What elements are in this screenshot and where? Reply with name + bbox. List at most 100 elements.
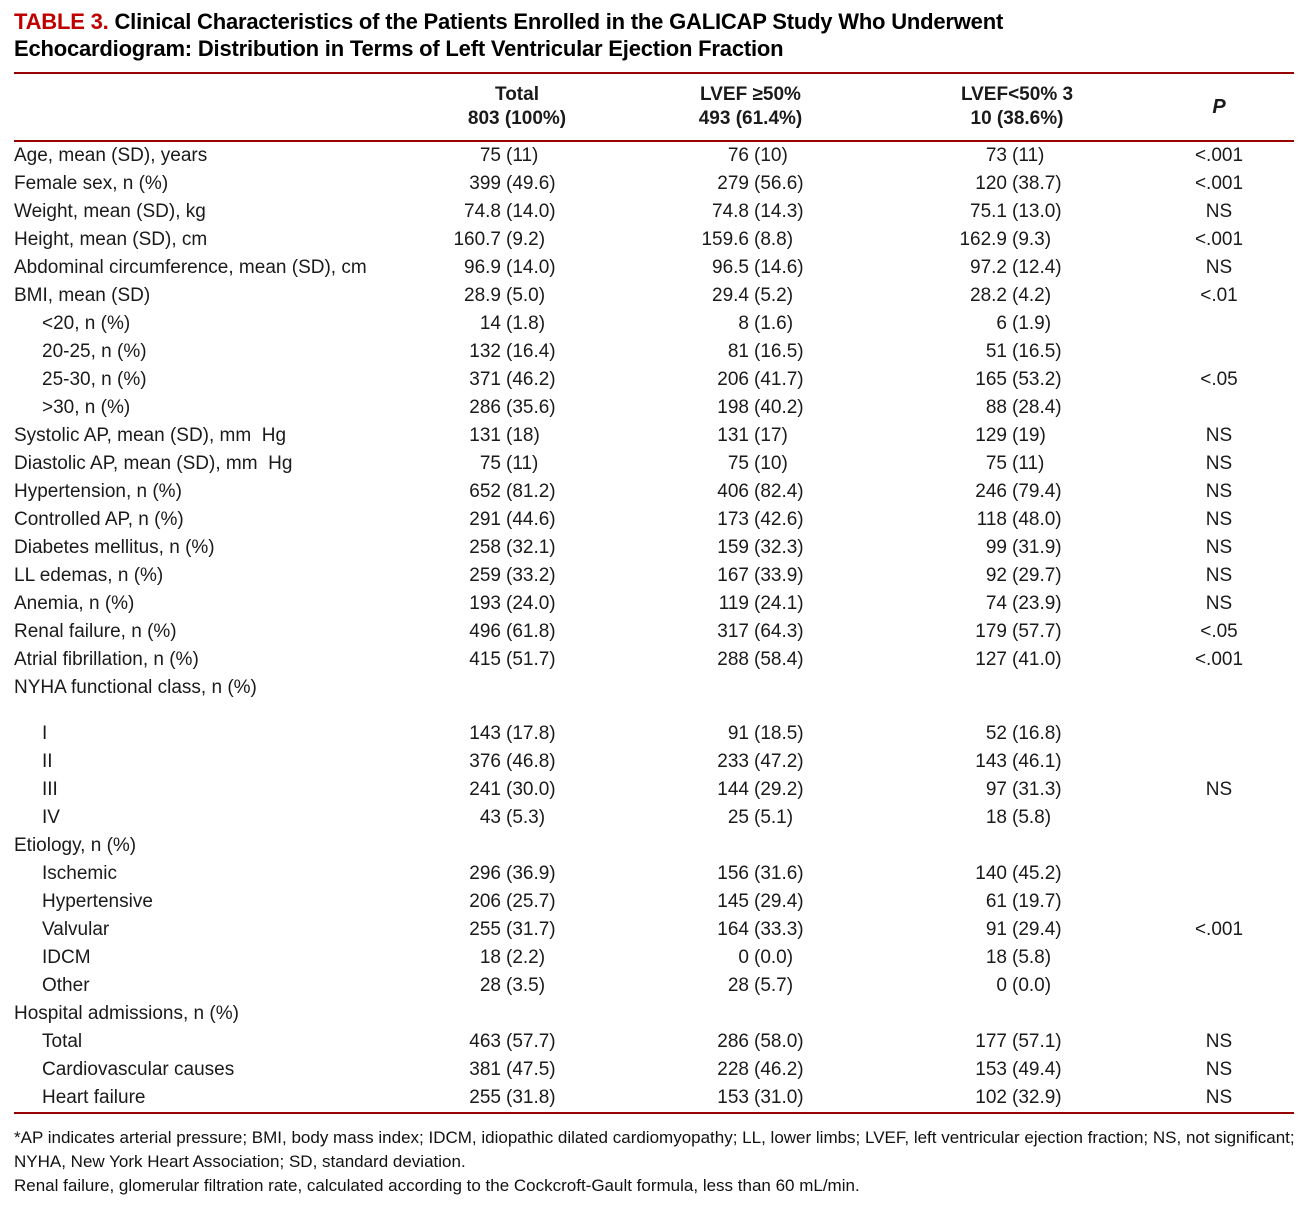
footnote-abbreviations: *AP indicates arterial pressure; BMI, bo…: [14, 1128, 1295, 1171]
value-cell: [585, 674, 840, 720]
p-value-cell: <.001: [1194, 145, 1244, 166]
value-cell: 279 (56.6): [717, 173, 804, 194]
value-cell: [585, 832, 840, 860]
row-label: >30, n (%): [42, 397, 131, 418]
value-cell: 8 (1.6): [738, 313, 794, 334]
value-cell: 18 (5.8): [985, 947, 1052, 968]
value-cell: [430, 832, 585, 860]
p-value-cell: NS: [1205, 779, 1233, 800]
value-cell: 75 (11): [479, 453, 539, 474]
value-cell: 241 (30.0): [469, 779, 556, 800]
value-cell: 132 (16.4): [469, 341, 556, 362]
value-cell: 371 (46.2): [469, 369, 556, 390]
value-cell: 51 (16.5): [985, 341, 1062, 362]
table-row: Atrial fibrillation, n (%) 415 (51.7) 288 (5…: [14, 646, 1294, 674]
value-cell: 415 (51.7): [469, 649, 556, 670]
row-label: Age, mean (SD), years: [14, 145, 208, 166]
p-value-cell: <.01: [1200, 285, 1238, 306]
p-value-cell: NS: [1205, 481, 1233, 502]
row-label: Anemia, n (%): [14, 593, 135, 614]
value-cell: 206 (41.7): [717, 369, 804, 390]
p-value-cell: NS: [1205, 1031, 1233, 1052]
table-row: Height, mean (SD), cm 160.7 (9.2) 159.6 (8.8…: [14, 226, 1294, 254]
value-cell: 144 (29.2): [717, 779, 804, 800]
row-label: Total: [42, 1031, 83, 1052]
row-label: Ischemic: [42, 863, 117, 884]
value-cell: 96.5 (14.6): [712, 257, 804, 278]
value-cell: 131 (18): [469, 425, 540, 446]
p-value-cell: [1144, 394, 1294, 422]
value-cell: 129 (19): [975, 425, 1046, 446]
table-row: Controlled AP, n (%) 291 (44.6) 173 (42.6) 11…: [14, 506, 1294, 534]
value-cell: 233 (47.2): [717, 751, 804, 772]
p-value-cell: NS: [1205, 257, 1233, 278]
p-value-cell: <.001: [1194, 649, 1244, 670]
clinical-characteristics-table: Total 803 (100%) LVEF ≥50% 493 (61.4%) L…: [14, 72, 1294, 1114]
table-row: I 143 (17.8) 91 (18.5) 52 (16.8): [14, 720, 1294, 748]
table-row: Hypertension, n (%) 652 (81.2) 406 (82.4) 246…: [14, 478, 1294, 506]
value-cell: 75 (11): [985, 453, 1045, 474]
value-cell: 143 (46.1): [975, 751, 1062, 772]
table-row: BMI, mean (SD) 28.9 (5.0) 29.4 (5.2) 28.2 (4.2…: [14, 282, 1294, 310]
table-row: Female sex, n (%) 399 (49.6) 279 (56.6) 120 (3…: [14, 170, 1294, 198]
value-cell: 0 (0.0): [738, 947, 794, 968]
p-value-cell: [1144, 1000, 1294, 1028]
value-cell: 119 (24.1): [718, 593, 804, 614]
column-header-empty: [14, 73, 430, 141]
value-cell: 173 (42.6): [717, 509, 804, 530]
row-label: Valvular: [42, 919, 110, 940]
row-label: NYHA functional class, n (%): [14, 677, 257, 698]
value-cell: 102 (32.9): [975, 1087, 1062, 1108]
value-cell: 652 (81.2): [469, 481, 556, 502]
row-label: Height, mean (SD), cm: [14, 229, 208, 250]
value-cell: 156 (31.6): [717, 863, 804, 884]
value-cell: 140 (45.2): [975, 863, 1062, 884]
p-value-cell: [1144, 720, 1294, 748]
p-value-cell: NS: [1205, 593, 1233, 614]
value-cell: 52 (16.8): [985, 723, 1062, 744]
value-cell: 228 (46.2): [717, 1059, 804, 1080]
row-label: Other: [42, 975, 90, 996]
value-cell: 88 (28.4): [985, 397, 1062, 418]
table-row: Abdominal circumference, mean (SD), cm 96…: [14, 254, 1294, 282]
value-cell: 259 (33.2): [469, 565, 556, 586]
table-row: II 376 (46.8) 233 (47.2) 143 (46.1): [14, 748, 1294, 776]
value-cell: 14 (1.8): [479, 313, 546, 334]
row-label: IV: [42, 807, 60, 828]
value-cell: 91 (29.4): [985, 919, 1062, 940]
table-body: Age, mean (SD), years 75 (11) 76 (10) 73 (11) <…: [14, 141, 1294, 1113]
value-cell: 75 (10): [727, 453, 788, 474]
value-cell: 18 (5.8): [985, 807, 1052, 828]
value-cell: 160.7 (9.2): [453, 229, 546, 250]
value-cell: 28 (3.5): [479, 975, 546, 996]
value-cell: 381 (47.5): [469, 1059, 556, 1080]
table-title: TABLE 3. Clinical Characteristics of the…: [14, 8, 1294, 62]
p-value-cell: NS: [1205, 425, 1233, 446]
table-footnotes: *AP indicates arterial pressure; BMI, bo…: [14, 1126, 1302, 1198]
value-cell: 61 (19.7): [985, 891, 1062, 912]
value-cell: [840, 674, 1144, 720]
value-cell: 317 (64.3): [717, 621, 804, 642]
value-cell: 81 (16.5): [727, 341, 804, 362]
value-cell: 28.2 (4.2): [970, 285, 1052, 306]
table-row: Renal failure, n (%) 496 (61.8) 317 (64.3) 17…: [14, 618, 1294, 646]
table-header: Total 803 (100%) LVEF ≥50% 493 (61.4%) L…: [14, 73, 1294, 141]
p-value-cell: [1144, 674, 1294, 720]
column-header-total: Total 803 (100%): [467, 84, 567, 129]
table-row: III 241 (30.0) 144 (29.2) 97 (31.3) NS: [14, 776, 1294, 804]
value-cell: 145 (29.4): [717, 891, 804, 912]
value-cell: 74.8 (14.3): [712, 201, 804, 222]
value-cell: [840, 832, 1144, 860]
table-row: >30, n (%) 286 (35.6) 198 (40.2) 88 (28.4): [14, 394, 1294, 422]
value-cell: 43 (5.3): [479, 807, 546, 828]
p-value-cell: [1144, 888, 1294, 916]
value-cell: 193 (24.0): [469, 593, 556, 614]
p-value-cell: <.05: [1200, 369, 1238, 390]
table-title-line1: Clinical Characteristics of the Patients…: [114, 9, 1004, 34]
row-label: I: [42, 723, 48, 744]
p-value-cell: NS: [1205, 565, 1233, 586]
value-cell: 463 (57.7): [469, 1031, 556, 1052]
value-cell: 74 (23.9): [985, 593, 1062, 614]
value-cell: 6 (1.9): [996, 313, 1052, 334]
row-label: 20-25, n (%): [42, 341, 147, 362]
